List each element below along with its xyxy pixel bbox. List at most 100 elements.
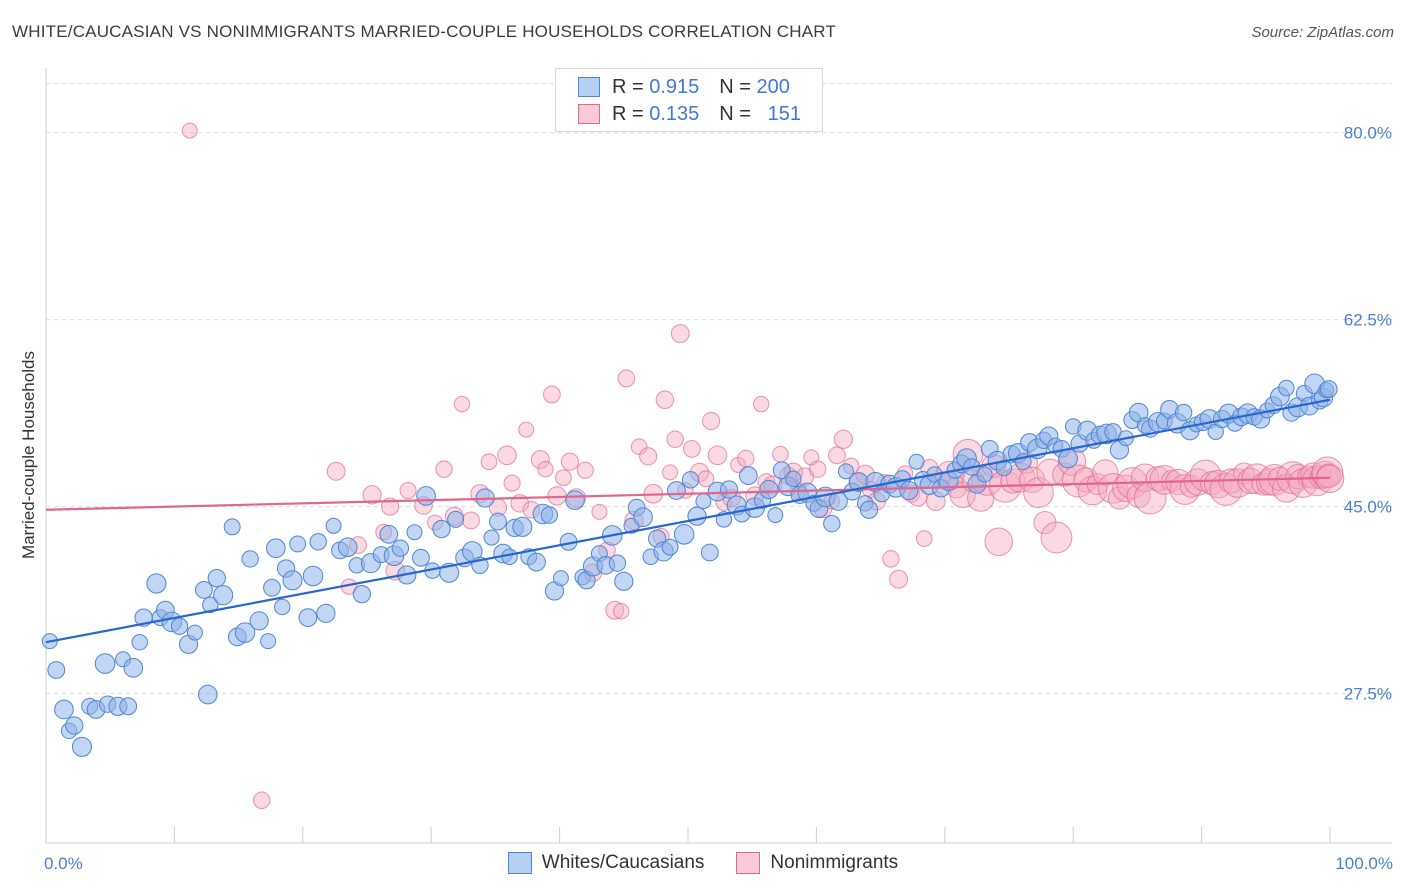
nonimmigrants-point — [576, 461, 594, 479]
r-value: 0.915 — [649, 75, 700, 98]
nonimmigrants-point — [984, 527, 1014, 557]
whites-point — [223, 518, 241, 536]
nonimmigrants-point — [737, 449, 755, 468]
whites-point — [263, 578, 281, 597]
whites-point — [282, 570, 303, 591]
whites-point — [352, 585, 372, 604]
source-label: Source: ZipAtlas.com — [1251, 24, 1394, 41]
chart-title: WHITE/CAUCASIAN VS NONIMMIGRANTS MARRIED… — [12, 22, 837, 41]
whites-point — [738, 466, 758, 485]
nonimmigrants-point — [362, 485, 382, 505]
legend-label-whites: Whites/Caucasians — [541, 852, 705, 873]
whites-point — [123, 658, 144, 678]
stats-row-nonimmigrants: R = 0.135 N = 151 — [578, 102, 801, 126]
whites-point — [899, 480, 919, 501]
whites-point — [325, 517, 342, 534]
whites-point — [131, 633, 148, 651]
whites-point — [859, 500, 879, 519]
nonimmigrants-point — [613, 603, 630, 620]
nonimmigrants-point — [518, 421, 535, 438]
whites-point — [767, 507, 784, 524]
whites-swatch — [507, 852, 532, 874]
nonimmigrants-point — [555, 469, 572, 487]
whites-point — [695, 493, 712, 510]
whites-point — [241, 550, 259, 568]
whites-point — [54, 699, 74, 720]
whites-point — [552, 570, 569, 587]
nonimmigrants-point — [537, 460, 554, 478]
n-value: 200 — [756, 75, 790, 98]
whites-point — [302, 565, 324, 587]
nonimmigrants-point — [497, 445, 517, 466]
whites-point — [681, 471, 700, 489]
nonimmigrants-point — [617, 369, 636, 388]
nonimmigrants-point — [808, 460, 827, 478]
whites-point — [633, 507, 653, 528]
whites-point — [412, 548, 430, 567]
whites-point — [47, 661, 66, 679]
whites-point — [197, 684, 218, 705]
nonimmigrants-point — [915, 530, 933, 547]
whites-point — [298, 608, 318, 628]
nonimmigrants-point — [702, 412, 721, 431]
whites-point — [527, 552, 546, 572]
y-axis-label: Married-couple Households — [19, 351, 38, 559]
whites-point — [274, 598, 291, 616]
whites-point — [1174, 403, 1193, 422]
whites-point — [512, 516, 533, 537]
whites-point — [416, 486, 436, 506]
axes — [45, 68, 1392, 844]
whites-point — [316, 603, 336, 623]
whites-point — [1319, 380, 1338, 398]
whites-point — [667, 481, 686, 500]
whites-point — [195, 580, 213, 599]
legend-item-nonimmigrants[interactable]: Nonimmigrants — [736, 852, 898, 874]
nonimmigrants-point — [462, 511, 480, 530]
whites-point — [202, 596, 219, 614]
nonimmigrants-swatch — [736, 852, 761, 874]
whites-point — [823, 514, 841, 533]
whites-point — [94, 653, 116, 674]
nonimmigrants-swatch — [578, 104, 600, 124]
whites-point — [489, 512, 507, 531]
nonimmigrants-point — [1311, 456, 1344, 489]
r-label: R = — [612, 75, 644, 98]
nonimmigrants-point — [503, 474, 521, 492]
nonimmigrants-points — [181, 122, 1345, 810]
nonimmigrants-point — [670, 324, 690, 343]
whites-point — [65, 716, 84, 735]
nonimmigrants-point — [399, 481, 417, 500]
nonimmigrants-point — [1130, 463, 1160, 492]
whites-point — [483, 529, 500, 546]
nonimmigrants-point — [655, 390, 675, 410]
x-tick-label: 0.0% — [44, 854, 83, 873]
nonimmigrants-point — [1316, 463, 1341, 488]
whites-point — [700, 543, 719, 562]
nonimmigrants-point — [707, 445, 728, 466]
whites-point — [719, 480, 739, 499]
nonimmigrants-point — [639, 447, 658, 466]
whites-point — [71, 736, 92, 757]
whites-point — [146, 573, 167, 594]
nonimmigrants-point — [1149, 465, 1180, 495]
whites-point — [406, 524, 423, 541]
whites-point — [661, 538, 679, 556]
nonimmigrants-point — [666, 430, 684, 449]
stats-row-whites: R = 0.915 N = 200 — [578, 75, 790, 99]
n-label: N = — [719, 102, 751, 125]
series-legend: Whites/Caucasians Nonimmigrants — [0, 852, 1406, 874]
nonimmigrants-point — [480, 453, 498, 471]
nonimmigrants-trend-line — [45, 476, 1331, 511]
whites-point — [565, 490, 585, 510]
r-value: 0.135 — [649, 102, 700, 125]
y-tick-label: 80.0% — [1344, 124, 1392, 143]
whites-point — [772, 461, 791, 480]
x-tick-label: 100.0% — [1335, 854, 1393, 873]
legend-item-whites[interactable]: Whites/Caucasians — [507, 852, 705, 874]
whites-point — [837, 463, 854, 480]
y-tick-label: 27.5% — [1344, 684, 1392, 703]
y-tick-label: 45.0% — [1344, 498, 1392, 517]
nonimmigrants-point — [630, 438, 648, 456]
whites-point — [432, 519, 451, 539]
